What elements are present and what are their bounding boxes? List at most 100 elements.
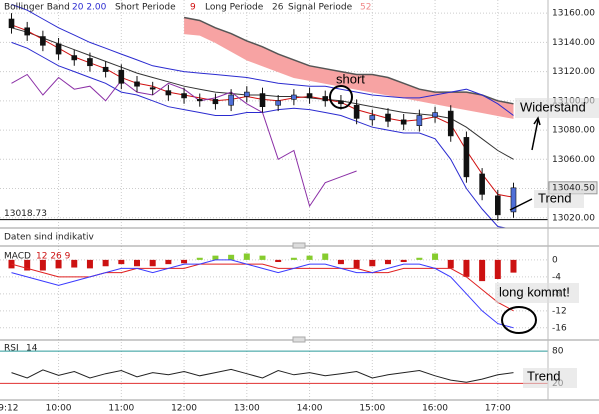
histogram-bar — [275, 259, 282, 263]
candle-body — [118, 69, 125, 84]
candle-body — [338, 100, 344, 105]
legend-name: Bollinger Band — [4, 3, 70, 13]
candle-body — [369, 115, 376, 121]
histogram-bar — [384, 259, 391, 265]
histogram-bar — [447, 259, 454, 269]
candle-body — [479, 173, 485, 195]
candle-body — [447, 110, 454, 137]
level-label: 13018.73 — [4, 209, 47, 219]
x-tick-label: 17:00 — [485, 404, 511, 414]
histogram-bar — [337, 259, 344, 265]
candle-body — [134, 81, 140, 87]
histogram-bar — [259, 255, 266, 260]
histogram-bar — [212, 255, 219, 260]
y-tick-label: 13120.00 — [552, 67, 595, 77]
y-tick-label: 13160.00 — [552, 9, 595, 19]
legend-params: 26 — [272, 3, 284, 13]
legend-params: 9 — [190, 3, 196, 13]
x-tick-label: 13:00 — [234, 404, 260, 414]
candle-body — [463, 137, 470, 178]
candle-body — [71, 55, 78, 61]
pane-title: MACD — [4, 252, 31, 262]
last-price-label: 13040.50 — [552, 183, 595, 193]
candle-body — [400, 119, 407, 125]
candle-body — [244, 91, 250, 97]
pane-grip[interactable] — [292, 242, 306, 249]
legend-name: Long Periode — [205, 3, 264, 13]
candle-body — [416, 115, 423, 126]
histogram-bar — [510, 259, 517, 273]
histogram-bar — [165, 259, 172, 265]
candle-body — [353, 104, 360, 119]
candle-body — [102, 66, 109, 72]
candle-body — [228, 94, 234, 106]
y-tick-label: 13060.00 — [552, 155, 595, 165]
histogram-bar — [306, 255, 313, 260]
cloud — [184, 17, 514, 119]
histogram-bar — [196, 257, 203, 260]
histogram-bar — [118, 259, 125, 265]
histogram-bar — [149, 259, 156, 267]
y-tick-label: 13080.00 — [552, 126, 595, 136]
cloud-edge — [184, 33, 514, 119]
candle-body — [259, 93, 266, 107]
annotation-bg — [534, 190, 584, 208]
histogram-bar — [55, 259, 62, 269]
candle-body — [275, 100, 281, 106]
histogram-bar — [243, 253, 250, 260]
candle-body — [181, 93, 187, 99]
annotation: long kommt! — [499, 284, 570, 299]
y-tick-label: -16 — [552, 323, 567, 333]
annotation-arrow — [509, 198, 533, 211]
histogram-bar — [134, 259, 140, 267]
legend-params: 52 — [360, 3, 371, 13]
macd-line — [11, 259, 514, 329]
histogram-bar — [228, 254, 235, 260]
candle-body — [495, 195, 501, 216]
legend-name: Short Periode — [115, 3, 176, 13]
candle-body — [212, 99, 219, 105]
histogram-bar — [71, 259, 78, 268]
y-tick-label: -12 — [552, 306, 567, 316]
pane-params: 14 — [26, 344, 38, 354]
histogram-bar — [432, 253, 439, 260]
x-tick-label: 15:00 — [359, 404, 385, 414]
annotation-bg — [515, 98, 599, 118]
annotation: short — [336, 71, 365, 86]
histogram-bar — [322, 253, 329, 260]
footnote: Daten sind indikativ — [4, 233, 95, 243]
pane-params: 12 26 9 — [36, 252, 71, 262]
rsi-line — [11, 368, 514, 383]
annotation-bg — [523, 368, 577, 388]
x-tick-label: 11:00 — [108, 404, 134, 414]
x-tick-label: 14:00 — [297, 404, 323, 414]
histogram-bar — [39, 259, 46, 271]
pane-title: RSI — [4, 344, 19, 354]
pane-grip[interactable] — [292, 336, 306, 343]
x-tick-label: 9:12 — [0, 404, 18, 414]
candle-body — [291, 94, 297, 100]
y-tick-label: 0 — [552, 255, 558, 265]
candle-body — [87, 58, 93, 67]
annotation-arrow — [533, 116, 541, 126]
annotation: Trend — [538, 190, 571, 205]
y-tick-label: 13020.00 — [552, 213, 595, 223]
candle-body — [306, 93, 313, 99]
candle-body — [322, 96, 329, 102]
bollinger-upper — [11, 3, 514, 116]
annotation-arrow — [531, 119, 539, 151]
annotation-circle — [501, 306, 537, 334]
histogram-bar — [102, 259, 109, 267]
histogram-bar — [86, 259, 93, 269]
histogram-bar — [353, 259, 360, 269]
legend-name: Signal Periode — [288, 3, 353, 13]
candle-body — [385, 113, 391, 122]
candle-body — [165, 90, 172, 96]
candle-body — [55, 43, 62, 55]
candle-body — [196, 99, 203, 102]
candle-body — [40, 36, 46, 46]
annotation: Trend — [527, 368, 560, 383]
annotation-bg — [495, 283, 579, 303]
candle-body — [432, 112, 438, 118]
